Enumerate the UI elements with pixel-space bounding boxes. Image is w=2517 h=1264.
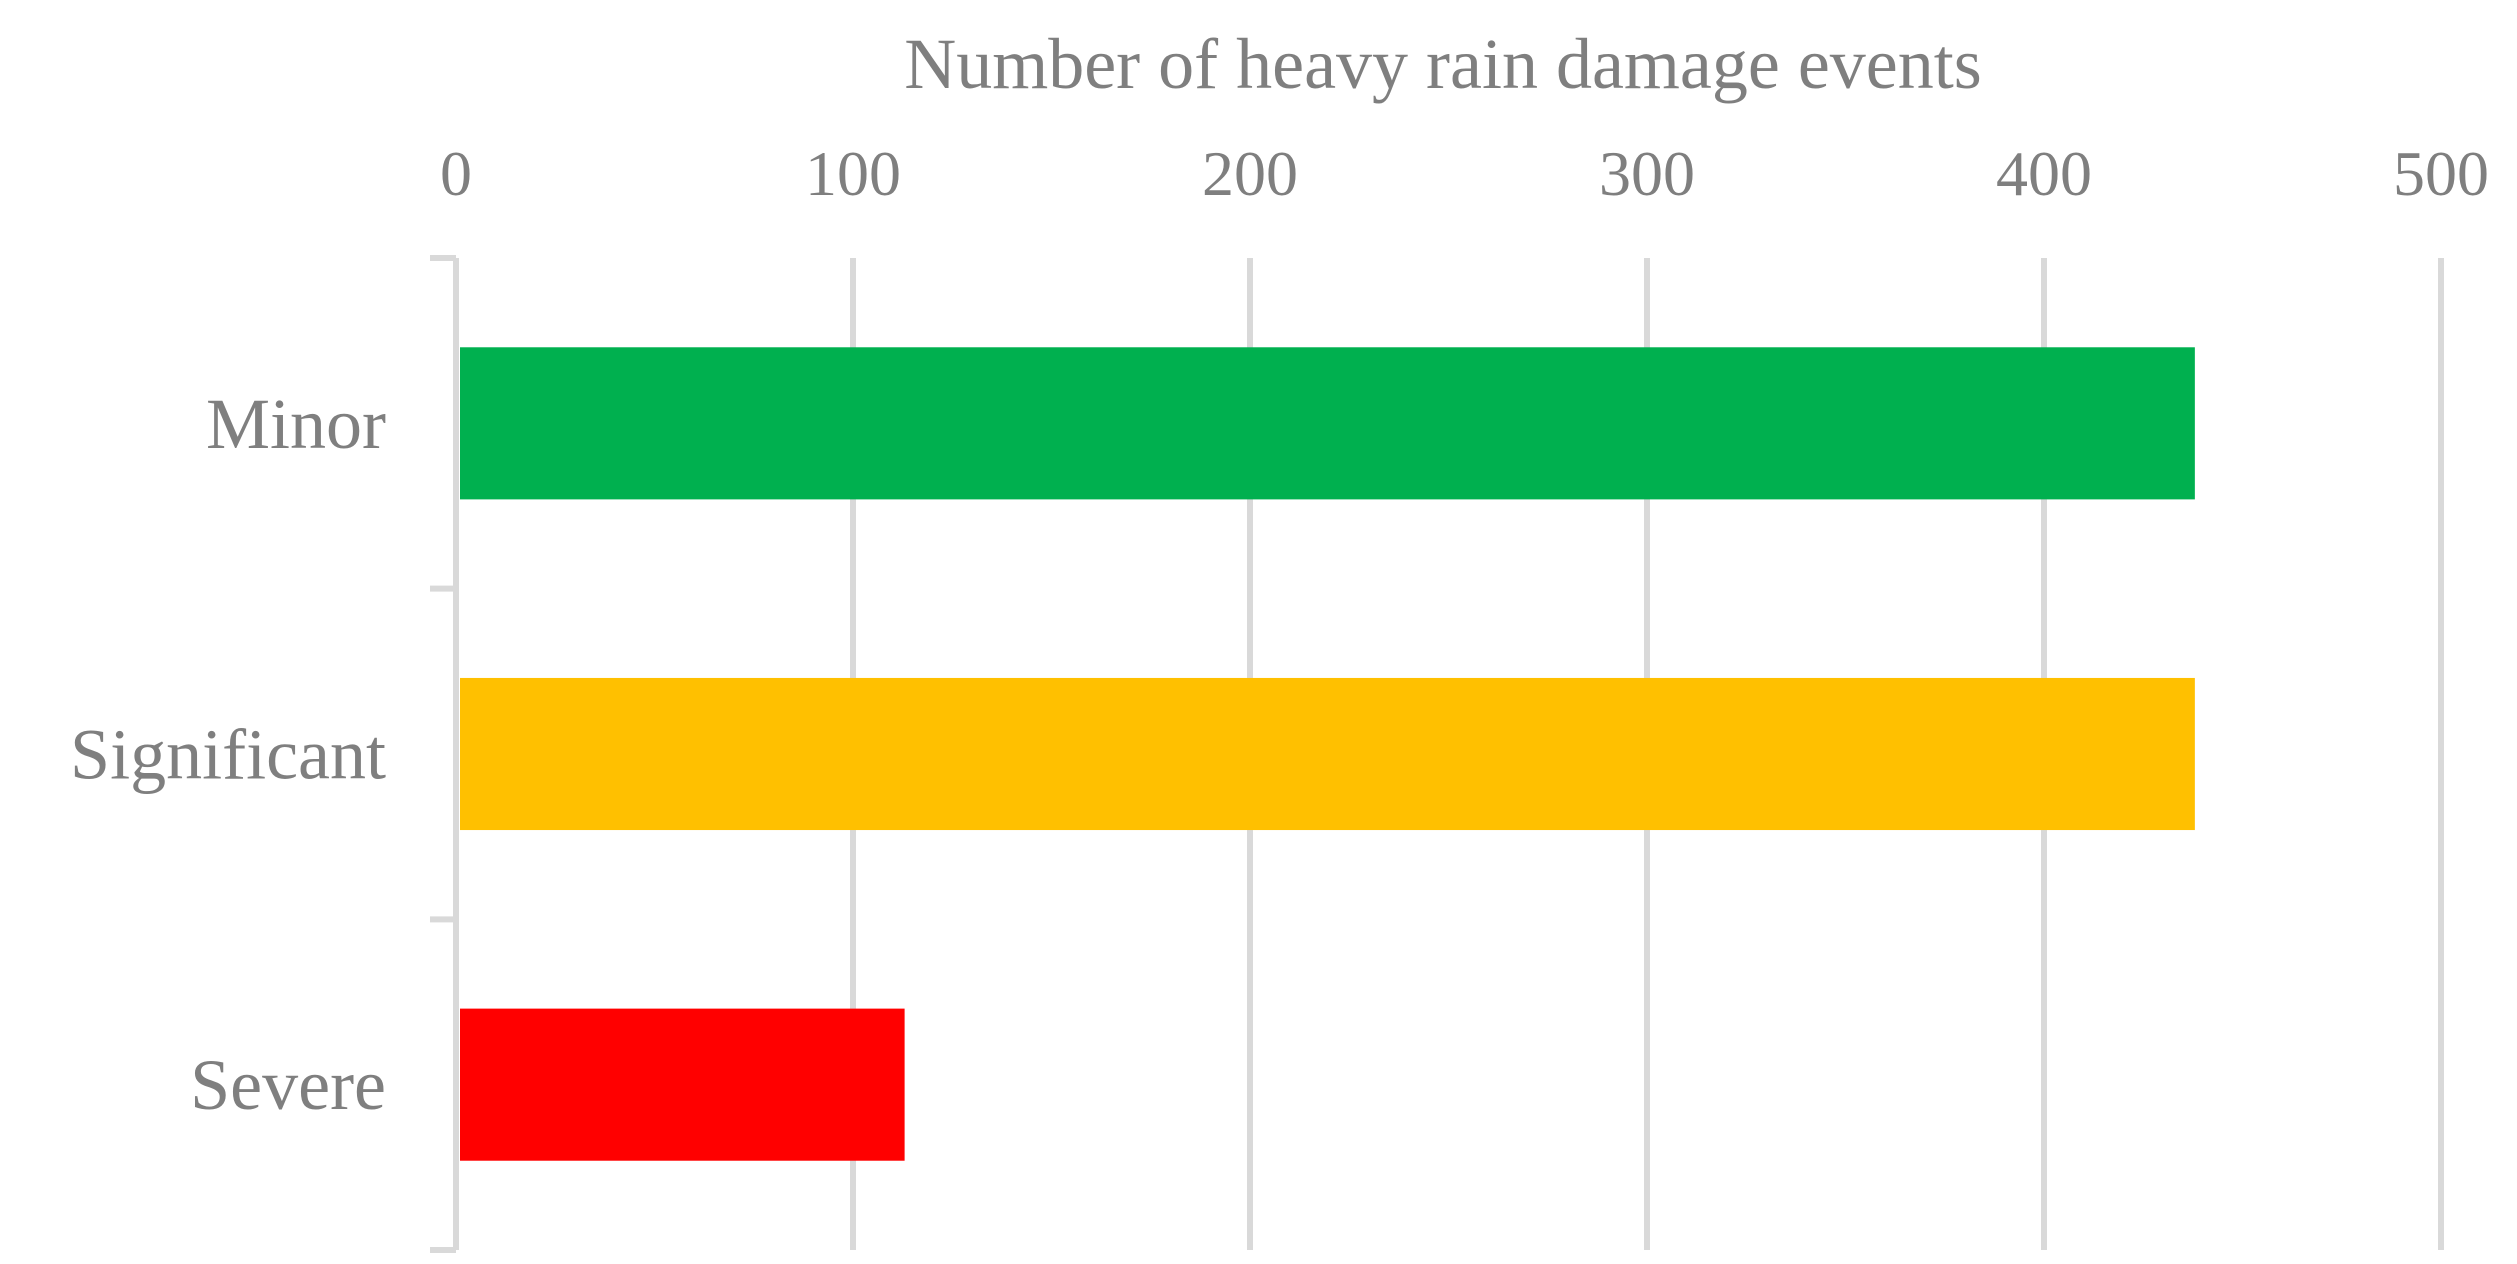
bar-severe [460, 1008, 905, 1161]
bars [460, 347, 2195, 1161]
x-tick-label: 500 [2393, 138, 2489, 209]
x-tick-label: 0 [440, 138, 472, 209]
category-labels: Minor Significant Severe [70, 384, 386, 1125]
x-tick-label: 300 [1599, 138, 1695, 209]
x-tick-labels: 0 100 200 300 400 500 [440, 138, 2489, 209]
bar-minor [460, 347, 2195, 500]
category-axis [430, 255, 459, 1253]
category-label-minor: Minor [206, 384, 386, 464]
x-tick-label: 400 [1996, 138, 2092, 209]
x-tick-label: 100 [805, 138, 901, 209]
x-tick-label: 200 [1202, 138, 1298, 209]
category-label-severe: Severe [190, 1045, 386, 1125]
category-label-significant: Significant [70, 714, 386, 794]
bar-significant [460, 677, 2195, 831]
x-axis-title: Number of heavy rain damage events [904, 24, 1982, 104]
